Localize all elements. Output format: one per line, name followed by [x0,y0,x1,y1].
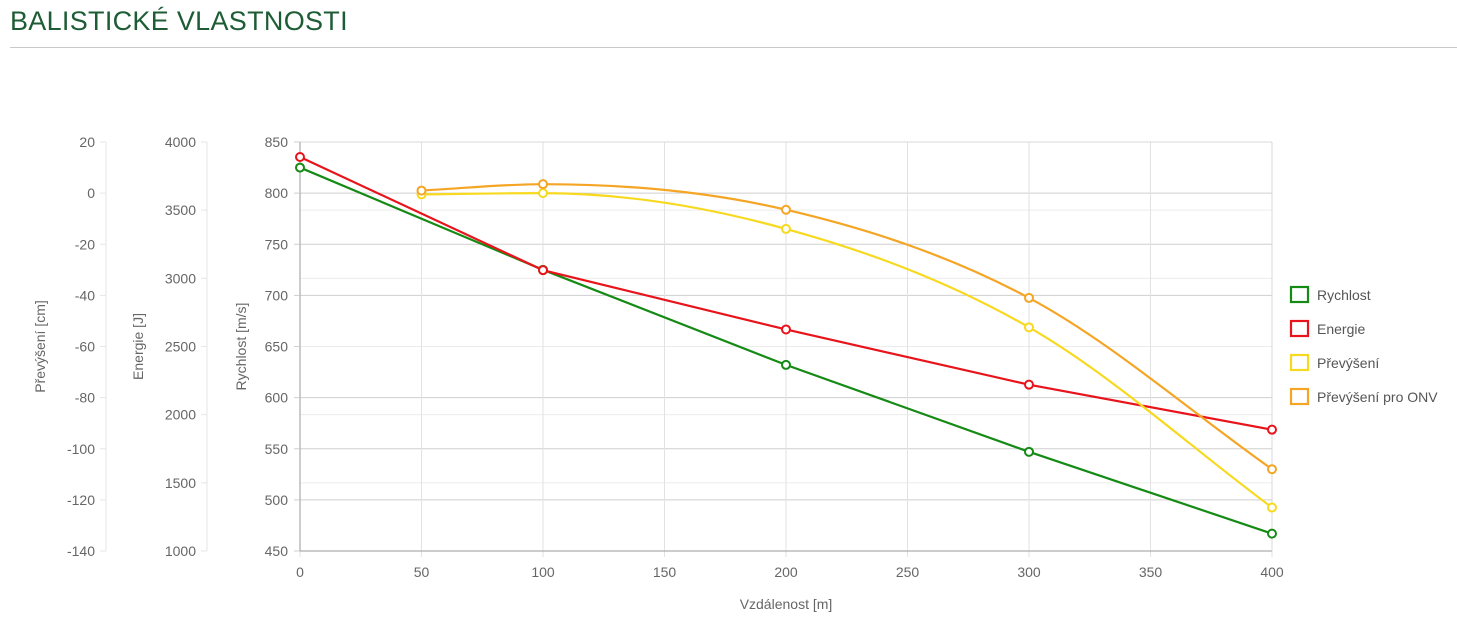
data-point-4[interactable] [781,204,791,215]
y-tick-label-prevyseni: -40 [75,287,95,303]
x-tick-label: 150 [653,564,677,580]
y-tick-label-energie: 1500 [165,475,196,491]
data-point-2[interactable] [781,324,791,335]
legend-label-2[interactable]: Energie [1317,321,1365,337]
chart-series [295,151,1277,539]
x-tick-label: 400 [1260,564,1284,580]
y-tick-label-energie: 4000 [165,134,196,150]
y-tick-label-energie: 2500 [165,339,196,355]
legend-label-3[interactable]: Převýšení [1317,355,1379,371]
chart-legend[interactable]: Rychlost Energie Převýšení Převýšení pro ON… [1289,285,1438,406]
data-point-4[interactable] [416,185,427,196]
series-line-3 [421,192,1273,509]
legend-label-1[interactable]: Rychlost [1317,287,1371,303]
y-tick-label-prevyseni: -140 [67,543,95,559]
y-tick-label-prevyseni: 0 [87,185,95,201]
y-tick-label-rychlost: 850 [265,134,289,150]
x-tick-label: 200 [774,564,798,580]
x-tick-label: 250 [896,564,920,580]
y-tick-label-prevyseni: -60 [75,339,95,355]
data-point-2[interactable] [538,265,548,276]
y-tick-label-rychlost: 700 [265,287,289,303]
data-point-3[interactable] [1267,502,1277,513]
legend-swatch-4[interactable] [1289,387,1310,406]
legend-label-4[interactable]: Převýšení pro ONV [1317,389,1438,405]
x-axis-title: Vzdálenost [m] [740,596,833,612]
x-tick-label: 100 [531,564,555,580]
data-point-3[interactable] [781,223,791,234]
legend-swatch-1[interactable] [1289,285,1310,304]
chart-grid [299,141,1273,557]
y-tick-label-prevyseni: -20 [75,236,95,252]
y-tick-label-prevyseni: -80 [75,390,95,406]
data-point-2[interactable] [295,151,305,162]
x-tick-label: 0 [296,564,304,580]
y-tick-label-energie: 3000 [165,270,196,286]
y-tick-label-rychlost: 750 [265,236,289,252]
data-point-1[interactable] [295,162,305,173]
series-line-4 [421,183,1273,471]
data-point-4[interactable] [1267,464,1277,475]
y-axis-title-prevyseni: Převýšení [cm] [32,300,48,393]
legend-swatch-3[interactable] [1289,353,1310,372]
y-tick-label-rychlost: 600 [265,390,289,406]
y-axis-title-rychlost: Rychlost [m/s] [233,303,249,391]
x-tick-label: 50 [414,564,430,580]
y-tick-label-rychlost: 500 [265,492,289,508]
data-point-4[interactable] [538,179,548,190]
x-tick-label: 300 [1017,564,1041,580]
data-point-2[interactable] [1267,424,1277,435]
y-tick-label-prevyseni: -120 [67,492,95,508]
data-point-1[interactable] [781,359,791,370]
data-point-1[interactable] [1267,528,1277,539]
data-point-3[interactable] [1024,322,1034,333]
y-tick-label-rychlost: 650 [265,339,289,355]
y-tick-label-prevyseni: 20 [79,134,95,150]
y-tick-label-energie: 2000 [165,407,196,423]
data-point-1[interactable] [1024,446,1034,457]
data-point-2[interactable] [1024,379,1034,390]
y-tick-label-energie: 1000 [165,543,196,559]
page-header: BALISTICKÉ VLASTNOSTI [10,0,1457,48]
y-tick-label-energie: 3500 [165,202,196,218]
y-tick-label-rychlost: 800 [265,185,289,201]
y-tick-label-rychlost: 550 [265,441,289,457]
data-point-4[interactable] [1024,292,1034,303]
page-title: BALISTICKÉ VLASTNOSTI [10,6,348,36]
x-tick-label: 350 [1139,564,1163,580]
legend-swatch-2[interactable] [1289,319,1310,338]
y-tick-label-rychlost: 450 [265,543,289,559]
y-tick-label-prevyseni: -100 [67,441,95,457]
data-point-3[interactable] [538,188,548,199]
y-axis-title-energie: Energie [J] [130,313,146,380]
